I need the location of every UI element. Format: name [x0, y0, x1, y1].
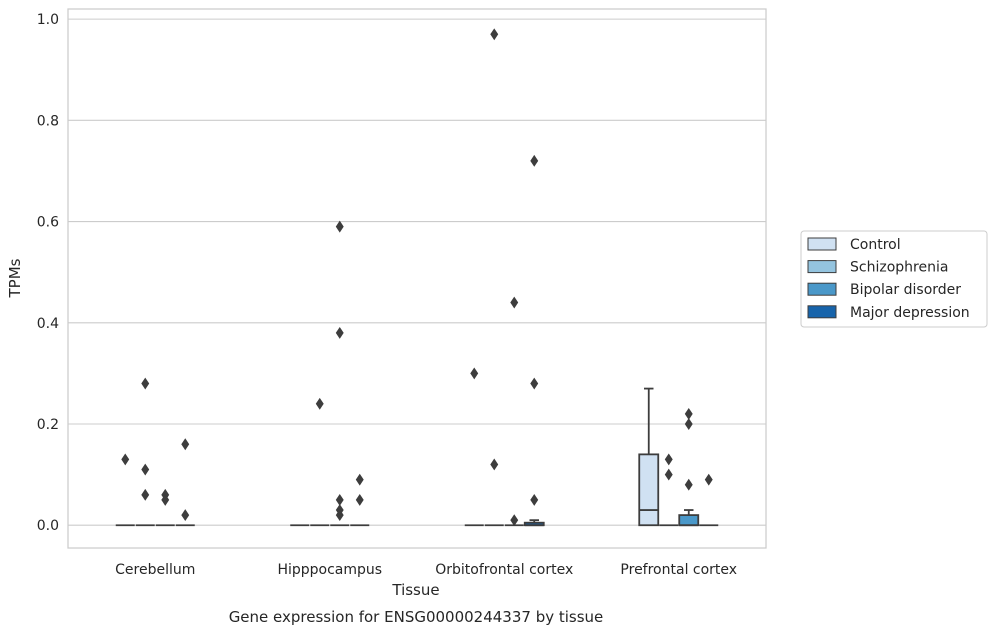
x-tick-label: Orbitofrontal cortex	[435, 562, 573, 578]
box-schizophrenia-cerebellum	[135, 377, 155, 527]
outlier-point	[181, 438, 190, 451]
plot-area-frame	[67, 8, 767, 549]
outlier-point	[121, 453, 130, 466]
box-control-cerebellum	[115, 453, 135, 527]
x-tick-labels: Cerebellum Hipppocampus Orbitofrontal cort…	[115, 562, 737, 578]
y-tick-label: 0.6	[37, 215, 59, 231]
legend-label-major-depression: Major depression	[850, 305, 970, 321]
y-tick-labels: 0.0 0.2 0.4 0.6 0.8 1.0	[37, 12, 59, 534]
outlier-point	[530, 154, 539, 167]
x-tick-label: Hipppocampus	[277, 562, 382, 578]
box-bipolar-disorder-cerebellum	[155, 488, 175, 527]
outlier-point	[510, 514, 519, 527]
outlier-point	[335, 220, 344, 233]
outlier-point	[355, 493, 364, 506]
outlier-point	[664, 453, 673, 466]
outlier-point	[181, 509, 190, 522]
x-axis-label: Tissue	[391, 581, 439, 599]
box-bipolar-disorder-orbitofrontal-cortex	[504, 296, 524, 527]
legend-frame	[800, 230, 988, 328]
box-schizophrenia-orbitofrontal-cortex	[484, 28, 504, 527]
outlier-point	[315, 397, 324, 410]
outlier-point	[530, 377, 539, 390]
outlier-point	[684, 478, 693, 491]
legend: Control Schizophrenia Bipolar disorder Majo…	[800, 230, 988, 328]
outlier-point	[335, 504, 344, 516]
box-bipolar-disorder-hipppocampus	[330, 220, 350, 527]
outlier-point	[141, 463, 150, 476]
box-bipolar-disorder-prefrontal-cortex	[678, 407, 700, 527]
outlier-point	[490, 28, 499, 41]
box-control-prefrontal-cortex	[638, 387, 660, 527]
outlier-point	[161, 493, 170, 506]
box-major-depression-prefrontal-cortex	[699, 473, 719, 527]
box-major-depression-cerebellum	[175, 438, 195, 527]
outlier-point	[470, 367, 479, 380]
outlier-point	[510, 296, 519, 309]
box-body	[678, 514, 700, 527]
box-schizophrenia-prefrontal-cortex	[659, 453, 679, 527]
outlier-point	[664, 468, 673, 481]
y-tick-label: 0.2	[37, 417, 59, 433]
y-axis-label: TPMs	[6, 258, 24, 298]
x-tick-label: Prefrontal cortex	[620, 562, 737, 578]
box-major-depression-hipppocampus	[350, 473, 370, 527]
box-schizophrenia-hipppocampus	[310, 397, 330, 527]
legend-swatch-control	[807, 237, 837, 251]
legend-swatch-schizophrenia	[807, 260, 837, 274]
y-tick-label: 0.8	[37, 113, 59, 129]
box-plots	[115, 28, 719, 527]
outlier-point	[141, 377, 150, 390]
outlier-point	[530, 493, 539, 506]
outlier-point	[684, 407, 693, 420]
x-tick-label: Cerebellum	[115, 562, 195, 578]
legend-swatch-bipolar-disorder	[807, 282, 837, 296]
box-control-orbitofrontal-cortex	[464, 367, 484, 527]
box-body	[638, 453, 660, 527]
legend-label-schizophrenia: Schizophrenia	[850, 260, 948, 276]
legend-label-control: Control	[850, 237, 901, 253]
outlier-point	[490, 458, 499, 471]
outlier-point	[335, 326, 344, 339]
outlier-point	[704, 473, 713, 486]
box-major-depression-orbitofrontal-cortex	[523, 154, 545, 527]
y-tick-label: 0.0	[37, 518, 59, 534]
legend-label-bipolar-disorder: Bipolar disorder	[850, 282, 961, 298]
outlier-point	[141, 488, 150, 501]
y-tick-label: 0.4	[37, 316, 59, 332]
outlier-point	[355, 473, 364, 486]
outlier-point	[335, 493, 344, 506]
outlier-point	[684, 418, 693, 430]
figure-caption: Gene expression for ENSG00000244337 by t…	[229, 608, 604, 626]
y-gridlines	[68, 18, 766, 526]
legend-swatch-major-depression	[807, 305, 837, 319]
y-tick-label: 1.0	[37, 12, 59, 28]
